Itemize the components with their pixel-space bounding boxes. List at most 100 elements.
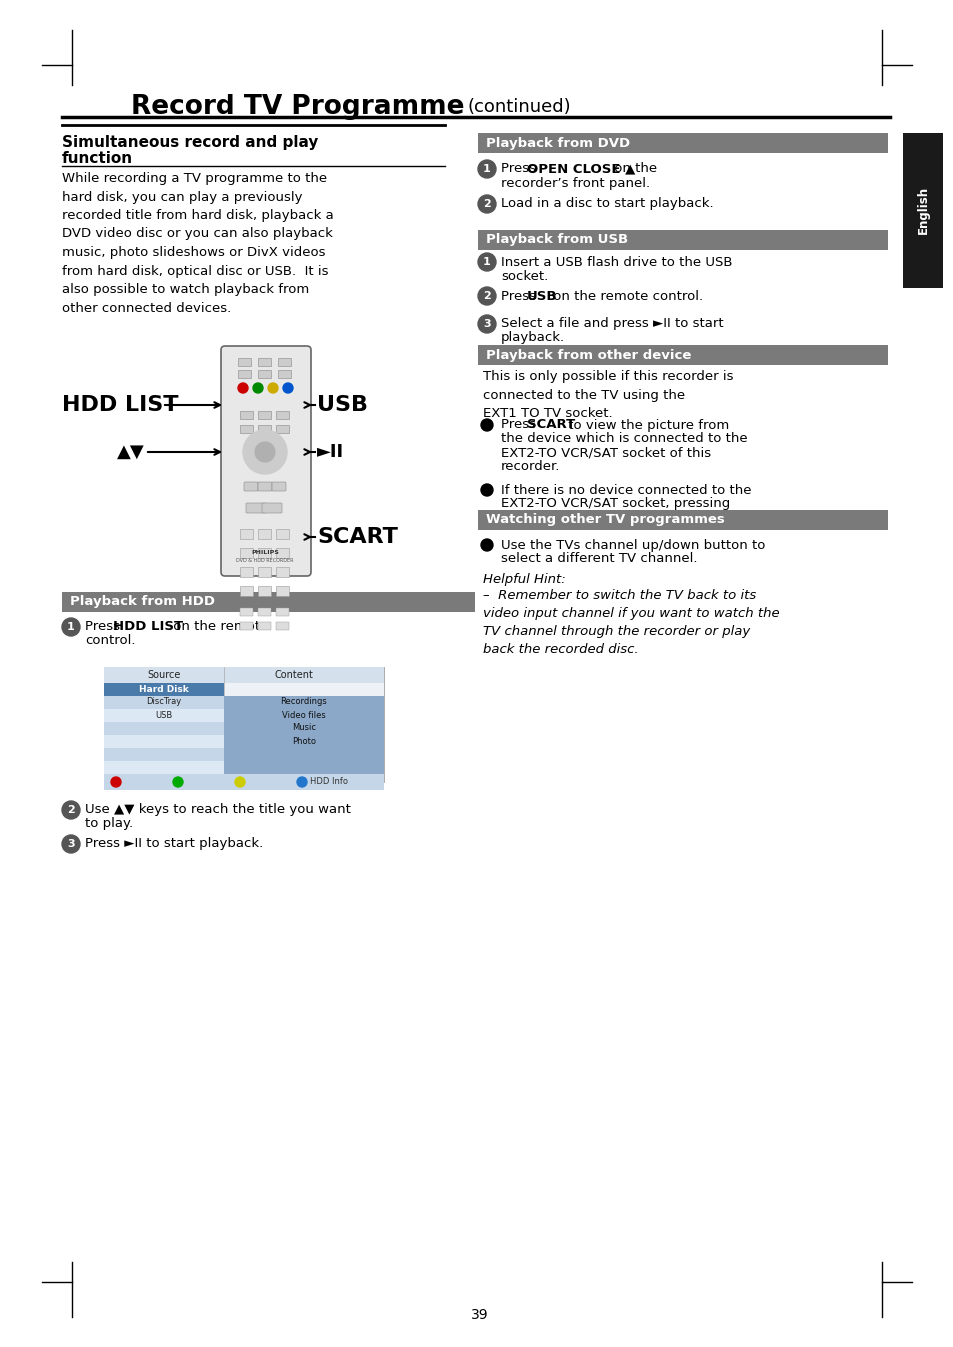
Bar [62, 591, 475, 612]
Bar [240, 586, 253, 595]
Text: 2: 2 [67, 806, 74, 815]
Bar [277, 370, 291, 379]
Text: on the: on the [609, 163, 657, 175]
Bar [224, 748, 384, 761]
Text: on the remote: on the remote [169, 621, 268, 633]
Circle shape [268, 383, 277, 393]
Bar [477, 511, 887, 529]
Circle shape [111, 777, 121, 787]
Bar [257, 622, 271, 630]
Bar [104, 709, 224, 722]
Bar [224, 735, 384, 748]
Text: If there is no device connected to the: If there is no device connected to the [500, 484, 751, 497]
Text: DVD & HDD RECORDER: DVD & HDD RECORDER [236, 558, 294, 563]
Bar [104, 696, 224, 709]
Text: USB: USB [316, 395, 368, 415]
Bar [104, 735, 224, 748]
Text: SCART: SCART [316, 527, 397, 547]
Text: Hard Disk: Hard Disk [139, 684, 189, 694]
Text: Record TV Programme: Record TV Programme [132, 94, 464, 120]
Text: playback.: playback. [500, 331, 564, 345]
Text: to play.: to play. [85, 818, 133, 831]
Circle shape [477, 315, 496, 333]
Circle shape [243, 430, 287, 474]
FancyBboxPatch shape [246, 502, 266, 513]
FancyBboxPatch shape [244, 482, 257, 492]
Text: on the remote control.: on the remote control. [548, 290, 702, 303]
Text: ▲▼: ▲▼ [117, 443, 145, 461]
Bar [104, 775, 384, 789]
Bar [240, 607, 253, 616]
Circle shape [480, 419, 493, 431]
Circle shape [283, 383, 293, 393]
Text: Press: Press [85, 621, 124, 633]
Text: HDD LIST: HDD LIST [112, 621, 183, 633]
Circle shape [253, 383, 263, 393]
Text: 1: 1 [67, 622, 74, 632]
Bar [104, 722, 224, 735]
Text: Use the TVs channel up/down button to: Use the TVs channel up/down button to [500, 539, 764, 551]
Text: ►II: ►II [316, 443, 344, 461]
Text: Content: Content [274, 669, 314, 680]
Text: USB: USB [526, 290, 557, 303]
Text: Use ▲▼ keys to reach the title you want: Use ▲▼ keys to reach the title you want [85, 804, 351, 816]
FancyBboxPatch shape [262, 502, 282, 513]
FancyBboxPatch shape [272, 482, 286, 492]
Text: 3: 3 [482, 319, 490, 329]
Bar [275, 411, 289, 419]
Text: Press: Press [500, 419, 539, 431]
Bar [240, 411, 253, 419]
Bar [257, 529, 271, 539]
Bar [277, 358, 291, 366]
Bar [257, 411, 271, 419]
Bar [257, 358, 271, 366]
Circle shape [296, 777, 307, 787]
Text: Source: Source [147, 669, 180, 680]
Circle shape [237, 383, 248, 393]
Bar [275, 607, 289, 616]
Bar [275, 622, 289, 630]
Circle shape [62, 801, 80, 819]
FancyBboxPatch shape [257, 482, 272, 492]
Circle shape [254, 442, 274, 462]
Bar [104, 667, 384, 783]
Text: Recordings: Recordings [280, 698, 327, 706]
Text: HDD Info: HDD Info [310, 777, 348, 787]
Text: Video files: Video files [282, 710, 326, 719]
Text: socket.: socket. [500, 269, 548, 283]
Text: 2: 2 [482, 199, 491, 209]
Text: –  Remember to switch the TV back to its
video input channel if you want to watc: – Remember to switch the TV back to its … [482, 589, 779, 656]
Text: 39: 39 [471, 1308, 488, 1321]
Bar [104, 748, 224, 761]
Bar [275, 567, 289, 577]
Circle shape [62, 835, 80, 853]
Bar [477, 230, 887, 251]
Circle shape [62, 618, 80, 636]
Bar [275, 586, 289, 595]
Bar [224, 696, 384, 709]
Text: OPEN CLOSE ▲: OPEN CLOSE ▲ [526, 163, 635, 175]
Bar [275, 426, 289, 432]
Circle shape [477, 287, 496, 304]
Bar [240, 426, 253, 432]
Text: recorder.: recorder. [500, 461, 559, 474]
Text: Press ►II to start playback.: Press ►II to start playback. [85, 838, 263, 850]
Text: Photo: Photo [292, 737, 315, 745]
Text: Playback from USB: Playback from USB [485, 233, 627, 247]
Text: Playback from DVD: Playback from DVD [485, 136, 630, 150]
Text: 3: 3 [67, 839, 74, 849]
Text: HDD LIST: HDD LIST [62, 395, 178, 415]
Text: (continued): (continued) [468, 98, 571, 116]
Bar [275, 529, 289, 539]
Circle shape [234, 777, 245, 787]
Text: Load in a disc to start playback.: Load in a disc to start playback. [500, 198, 713, 210]
Bar [240, 567, 253, 577]
Text: English: English [916, 186, 928, 234]
Bar [104, 761, 224, 775]
Bar [477, 345, 887, 365]
Text: Playback from other device: Playback from other device [485, 349, 691, 361]
Bar [240, 548, 253, 558]
Bar [275, 548, 289, 558]
Bar [257, 548, 271, 558]
Text: control.: control. [85, 634, 135, 648]
